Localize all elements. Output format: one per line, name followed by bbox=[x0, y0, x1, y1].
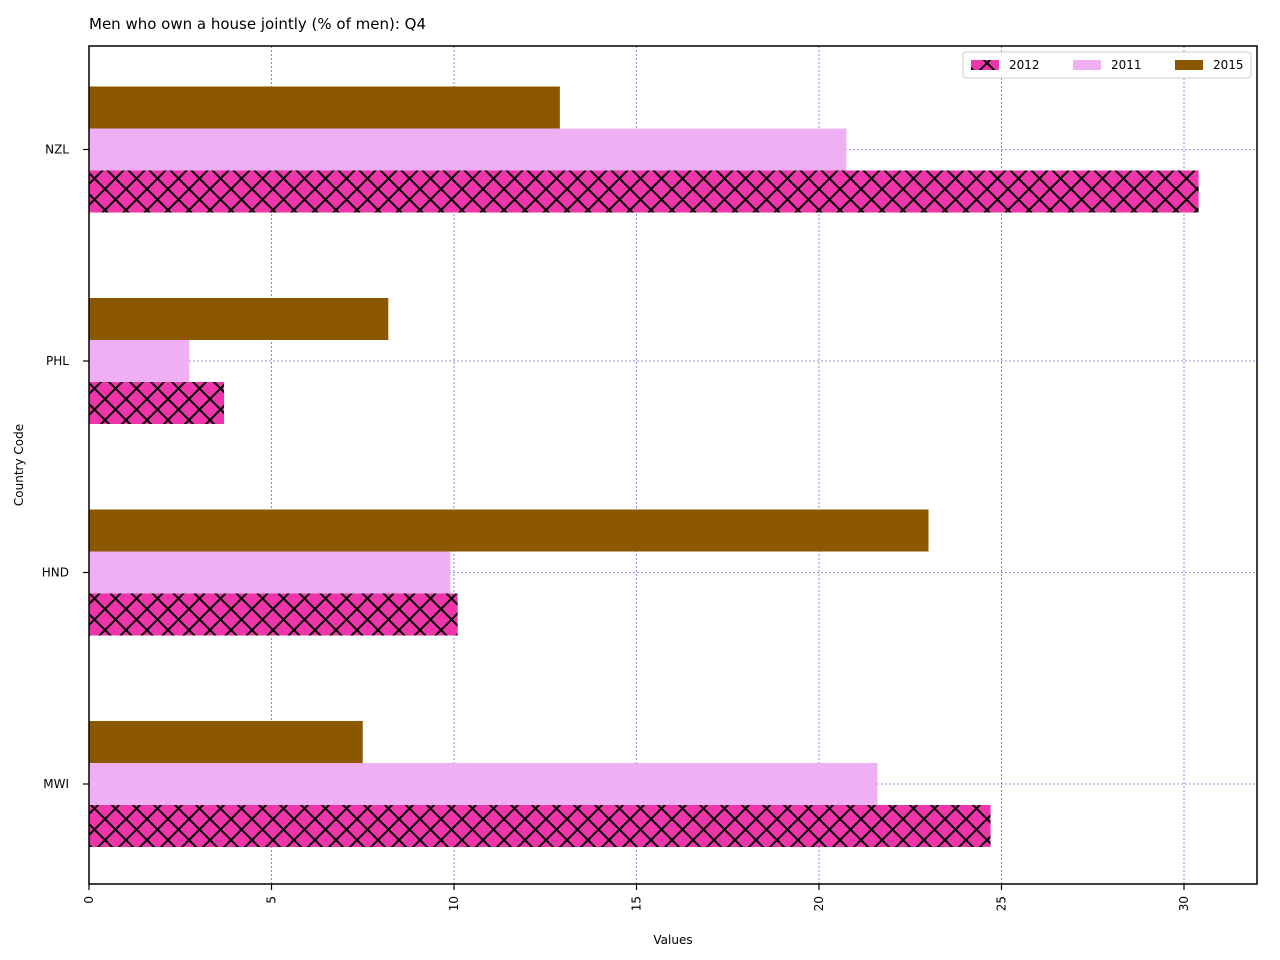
bar-2015-NZL bbox=[89, 86, 560, 129]
bar-2011-NZL bbox=[89, 128, 847, 171]
bar-2011-PHL bbox=[89, 340, 190, 382]
x-tick-label: 10 bbox=[447, 896, 461, 911]
legend-label-2011: 2011 bbox=[1111, 58, 1142, 72]
x-tick-label: 5 bbox=[265, 896, 279, 904]
x-tick-label: 15 bbox=[630, 896, 644, 911]
y-axis-ticks: MWI HND PHL NZL bbox=[42, 143, 89, 791]
x-tick-label: 30 bbox=[1177, 896, 1191, 911]
chart-title: Men who own a house jointly (% of men): … bbox=[89, 15, 426, 33]
legend-label-2012: 2012 bbox=[1009, 58, 1040, 72]
bar-2012-PHL bbox=[89, 382, 225, 424]
x-tick-label: 20 bbox=[812, 896, 826, 911]
legend-swatch-2015 bbox=[1175, 60, 1203, 70]
legend-swatch-2012 bbox=[971, 60, 999, 70]
x-axis-ticks: 0 5 10 15 20 25 30 bbox=[82, 884, 1191, 911]
bar-2011-MWI bbox=[89, 763, 878, 805]
bar-2015-HND bbox=[89, 509, 929, 552]
y-axis-label: Country Code bbox=[12, 424, 26, 506]
bar-2012-NZL bbox=[89, 170, 1199, 213]
x-tick-label: 25 bbox=[995, 896, 1009, 911]
legend-box bbox=[962, 51, 1252, 79]
bar-2011-HND bbox=[89, 551, 451, 594]
y-tick-label: PHL bbox=[46, 354, 69, 368]
bar-2015-MWI bbox=[89, 721, 363, 763]
bar-2015-PHL bbox=[89, 298, 389, 340]
legend-swatch-2011 bbox=[1073, 60, 1101, 70]
y-tick-label: HND bbox=[42, 566, 69, 580]
bar-2012-HND bbox=[89, 593, 458, 636]
bar-2012-MWI bbox=[89, 805, 991, 847]
y-tick-label: MWI bbox=[43, 777, 69, 791]
plot-frame bbox=[88, 45, 1258, 885]
y-tick-label: NZL bbox=[45, 143, 69, 157]
bars bbox=[89, 86, 1199, 847]
x-tick-label: 0 bbox=[82, 896, 96, 904]
legend: 2012 2011 2015 bbox=[962, 51, 1252, 79]
legend-label-2015: 2015 bbox=[1213, 58, 1244, 72]
x-axis-label: Values bbox=[653, 933, 692, 947]
